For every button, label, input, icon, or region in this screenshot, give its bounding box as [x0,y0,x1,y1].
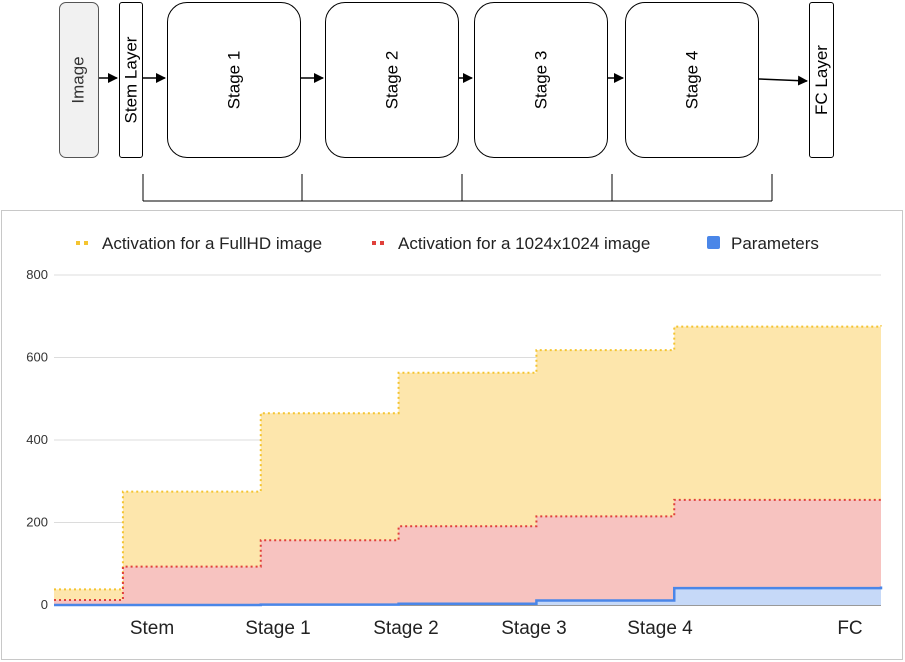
x-tick-label: FC [837,618,862,639]
x-tick-label: Stage 4 [627,618,693,639]
x-tick-label: Stage 3 [501,618,567,639]
stem-layer-label: Stem Layer [121,36,140,124]
stage-2-label: Stage 2 [381,50,401,110]
stage-4-block: Stage 4 [625,2,759,158]
legend-swatch-2 [707,236,720,249]
x-tick-label: Stage 2 [373,618,439,639]
fc-layer-label: FC Layer [811,45,831,115]
stage-3-block: Stage 3 [474,2,608,158]
stage-1-block: Stage 1 [167,2,301,158]
stage-4-label: Stage 4 [681,50,701,110]
image-block: Image [59,2,99,158]
stage-1-label: Stage 1 [223,50,243,110]
x-tick-label: Stage 1 [245,618,311,639]
y-tick-label: 0 [41,597,48,612]
series-area-1 [54,498,881,605]
stage-bracket [142,174,773,202]
legend-label-1: Activation for a 1024x1024 image [398,234,650,253]
x-tick-label: Stem [130,618,174,639]
y-tick-label: 400 [26,432,48,447]
architecture-connectors [99,73,808,202]
legend-label-0: Activation for a FullHD image [102,234,322,253]
stage-2-block: Stage 2 [325,2,459,158]
y-tick-label: 800 [26,267,48,282]
y-tick-label: 600 [26,350,48,365]
fc-layer-block: FC Layer [809,2,834,158]
stem-layer-block: Stem Layer [119,2,143,158]
stage-3-label: Stage 3 [530,50,550,110]
image-block-label: Image [69,56,88,104]
series-line-0 [54,325,882,591]
series-line-1 [54,498,882,602]
arrow-stage4-to-fc [758,75,808,86]
memory-chart: 0 200 400 600 800 Stem Stage 1 Stage 2 Stage 3 St… [26,234,883,639]
series-line-2 [54,586,883,607]
legend-label-2: Parameters [731,234,819,253]
chart-frame: 0 200 400 600 800 Stem Stage 1 Stage 2 Stage 3 St… [1,210,903,660]
y-tick-label: 200 [26,515,48,530]
